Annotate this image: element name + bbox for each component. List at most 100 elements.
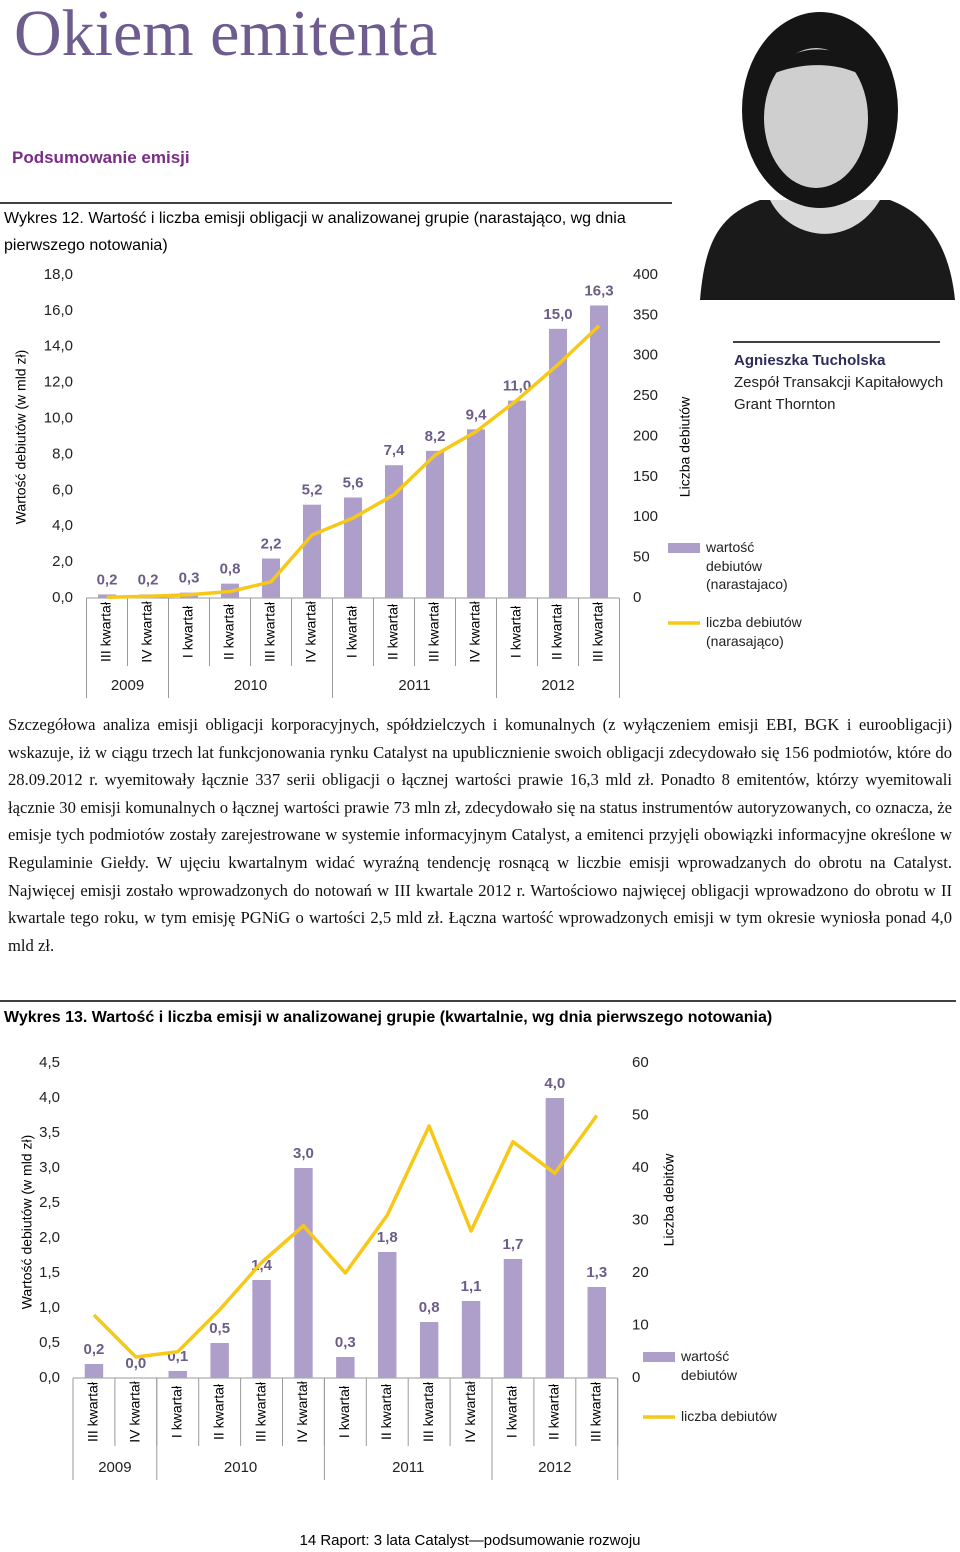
y-tick-label: 2,0 bbox=[52, 553, 73, 570]
y2-tick-label: 250 bbox=[633, 387, 658, 404]
x-tick-label: I kwartał bbox=[344, 605, 360, 658]
x-tick-label: III kwartał bbox=[85, 1381, 101, 1442]
data-label: 4,0 bbox=[544, 1075, 565, 1092]
y2-tick-label: 150 bbox=[633, 468, 658, 485]
data-label: 1,8 bbox=[377, 1229, 398, 1246]
bar bbox=[378, 1252, 397, 1378]
legend-label: liczba debiutów (narasająco) bbox=[706, 614, 802, 649]
x-tick-label: IV kwartał bbox=[467, 600, 483, 662]
x-tick-label: IV kwartał bbox=[462, 1380, 478, 1442]
data-label: 0,2 bbox=[138, 571, 159, 588]
bar bbox=[419, 1322, 439, 1378]
x-tick-label: II kwartał bbox=[549, 603, 565, 660]
data-label: 2,2 bbox=[261, 535, 282, 552]
y-tick-label: 8,0 bbox=[52, 445, 73, 462]
data-label: 0,3 bbox=[179, 570, 200, 587]
x-tick-label: II kwartał bbox=[210, 1383, 226, 1440]
y-tick-label: 14,0 bbox=[44, 338, 73, 355]
legend-swatch bbox=[643, 1352, 675, 1362]
year-label: 2011 bbox=[392, 1459, 424, 1476]
y2-tick-label: 400 bbox=[633, 266, 658, 283]
x-tick-label: III kwartał bbox=[420, 1381, 436, 1442]
body-text: Szczegółowa analiza emisji obligacji kor… bbox=[8, 715, 952, 955]
bar bbox=[294, 1168, 313, 1378]
y-tick-label: 1,0 bbox=[39, 1299, 60, 1316]
bar bbox=[343, 497, 363, 598]
author-team: Zespół Transakcji Kapitałowych bbox=[734, 374, 944, 391]
data-label: 0,3 bbox=[335, 1334, 356, 1351]
author-name: Agnieszka Tucholska bbox=[734, 352, 886, 369]
y2-tick-label: 0 bbox=[633, 589, 641, 606]
line bbox=[106, 324, 601, 599]
y-tick-label: 2,5 bbox=[39, 1194, 60, 1211]
y-tick-label: 4,0 bbox=[39, 1089, 60, 1106]
bar bbox=[302, 504, 322, 598]
data-label: 3,0 bbox=[293, 1145, 314, 1162]
y-tick-label: 2,0 bbox=[39, 1229, 60, 1246]
bar bbox=[261, 558, 281, 598]
y2-tick-label: 0 bbox=[632, 1369, 640, 1386]
x-tick-label: IV kwartał bbox=[294, 1380, 310, 1442]
data-label: 0,8 bbox=[419, 1299, 440, 1316]
y-tick-label: 0,0 bbox=[52, 589, 73, 606]
y-tick-label: 3,0 bbox=[39, 1159, 60, 1176]
y-axis-label: Wartość debiutów (w mld zł) bbox=[19, 1135, 35, 1310]
y2-tick-label: 30 bbox=[632, 1211, 649, 1228]
x-tick-label: II kwartał bbox=[221, 603, 237, 660]
y2-tick-label: 200 bbox=[633, 427, 658, 444]
y2-tick-label: 350 bbox=[633, 306, 658, 323]
x-tick-label: III kwartał bbox=[252, 1381, 268, 1442]
chart-title: Wykres 13. Wartość i liczba emisji w ana… bbox=[4, 1009, 773, 1026]
chart-title: Wykres 12. Wartość i liczba emisji oblig… bbox=[4, 210, 626, 254]
data-label: 5,6 bbox=[343, 474, 364, 491]
y2-tick-label: 300 bbox=[633, 347, 658, 364]
data-label: 16,3 bbox=[584, 282, 613, 299]
bar bbox=[503, 1259, 523, 1378]
year-label: 2010 bbox=[224, 1459, 257, 1476]
year-label: 2012 bbox=[541, 677, 574, 694]
x-tick-label: I kwartał bbox=[504, 1385, 520, 1438]
x-tick-label: II kwartał bbox=[546, 1383, 562, 1440]
data-label: 5,2 bbox=[302, 482, 323, 499]
y-tick-label: 0,5 bbox=[39, 1334, 60, 1351]
bar bbox=[587, 1287, 606, 1378]
y-tick-label: 1,5 bbox=[39, 1264, 60, 1281]
data-label: 0,2 bbox=[84, 1341, 105, 1358]
x-tick-label: III kwartał bbox=[426, 601, 442, 662]
y-tick-label: 4,5 bbox=[39, 1054, 60, 1071]
y-tick-label: 16,0 bbox=[44, 302, 73, 319]
x-tick-label: I kwartał bbox=[336, 1385, 352, 1438]
x-tick-label: IV kwartał bbox=[303, 600, 319, 662]
x-tick-label: III kwartał bbox=[587, 1381, 603, 1442]
data-label: 0,5 bbox=[209, 1320, 230, 1337]
bar bbox=[252, 1280, 271, 1378]
x-tick-label: III kwartał bbox=[262, 601, 278, 662]
page-title: Okiem emitenta bbox=[14, 0, 438, 70]
bar bbox=[168, 1371, 187, 1378]
data-label: 11,0 bbox=[503, 378, 531, 395]
data-label: 0,0 bbox=[125, 1355, 146, 1372]
bar bbox=[461, 1301, 481, 1378]
x-tick-label: I kwartał bbox=[180, 605, 196, 658]
bar bbox=[336, 1357, 355, 1378]
x-tick-label: II kwartał bbox=[385, 603, 401, 660]
data-label: 1,7 bbox=[503, 1236, 524, 1253]
x-tick-label: III kwartał bbox=[590, 601, 606, 662]
y2-tick-label: 50 bbox=[633, 549, 650, 566]
year-label: 2009 bbox=[111, 677, 144, 694]
year-label: 2011 bbox=[398, 677, 430, 694]
y-tick-label: 0,0 bbox=[39, 1369, 60, 1386]
data-label: 9,4 bbox=[466, 406, 488, 423]
x-tick-label: I kwartał bbox=[168, 1385, 184, 1438]
bar bbox=[210, 1343, 229, 1378]
y2-tick-label: 100 bbox=[633, 508, 658, 525]
year-label: 2012 bbox=[538, 1459, 571, 1476]
data-label: 7,4 bbox=[384, 442, 406, 459]
x-tick-label: I kwartał bbox=[508, 605, 524, 658]
y-tick-label: 3,5 bbox=[39, 1124, 60, 1141]
data-label: 0,2 bbox=[97, 571, 118, 588]
y2-tick-label: 60 bbox=[632, 1054, 649, 1071]
y2-axis-label: Liczba debitów bbox=[661, 1153, 677, 1247]
bar bbox=[425, 450, 445, 598]
